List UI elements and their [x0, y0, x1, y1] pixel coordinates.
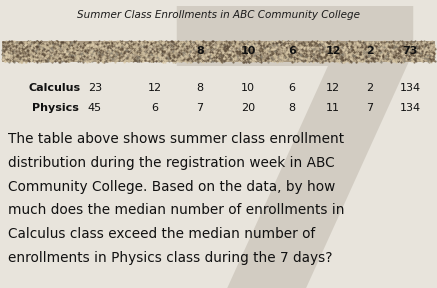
Text: 134: 134 — [399, 83, 420, 93]
Text: 6: 6 — [288, 83, 295, 93]
Text: 23: 23 — [88, 83, 102, 93]
Text: 6: 6 — [288, 46, 296, 56]
Text: Calculus: Calculus — [29, 83, 81, 93]
Text: The table above shows summer class enrollment: The table above shows summer class enrol… — [8, 132, 344, 147]
Text: 10: 10 — [241, 83, 255, 93]
Text: Calculus class exceed the median number of: Calculus class exceed the median number … — [8, 227, 315, 241]
Text: 12: 12 — [326, 83, 340, 93]
Text: Community College. Based on the data, by how: Community College. Based on the data, by… — [8, 180, 335, 194]
Text: Physics: Physics — [31, 103, 78, 113]
Text: 20: 20 — [241, 103, 255, 113]
Text: 8: 8 — [196, 46, 204, 56]
Text: 7: 7 — [367, 103, 374, 113]
Text: 8: 8 — [197, 83, 204, 93]
Text: 6: 6 — [152, 103, 159, 113]
Text: 45: 45 — [88, 103, 102, 113]
Bar — [2, 41, 435, 62]
Text: 7: 7 — [197, 103, 204, 113]
Text: 73: 73 — [402, 46, 418, 56]
Text: much does the median number of enrollments in: much does the median number of enrollmen… — [8, 203, 344, 217]
Text: distribution during the registration week in ABC: distribution during the registration wee… — [8, 156, 335, 170]
Text: 8: 8 — [288, 103, 295, 113]
Text: 10: 10 — [240, 46, 256, 56]
Text: 134: 134 — [399, 103, 420, 113]
Text: 2: 2 — [366, 46, 374, 56]
Text: Summer Class Enrollments in ABC Community College: Summer Class Enrollments in ABC Communit… — [77, 10, 360, 20]
Text: enrollments in Physics class during the 7 days?: enrollments in Physics class during the … — [8, 251, 333, 265]
Text: 11: 11 — [326, 103, 340, 113]
Text: 12: 12 — [148, 83, 162, 93]
Text: 7: 7 — [147, 0, 437, 288]
Text: 2: 2 — [367, 83, 374, 93]
Text: 12: 12 — [325, 46, 341, 56]
